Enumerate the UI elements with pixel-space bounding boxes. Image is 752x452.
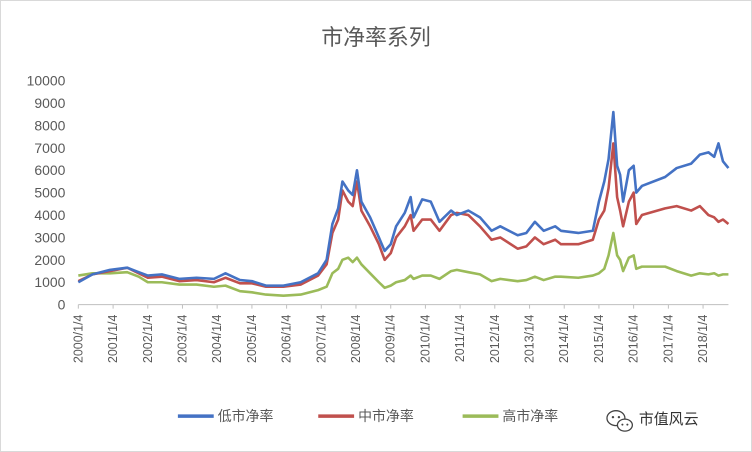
x-tick-label: 2012/1/4 (488, 315, 502, 363)
watermark-text: 市值风云 (639, 410, 699, 428)
x-tick-label: 2002/1/4 (141, 315, 155, 363)
x-tick-label: 2003/1/4 (175, 315, 189, 363)
series-line-中市净率 (77, 142, 730, 289)
x-tick-label: 2016/1/4 (627, 315, 641, 363)
y-tick-label: 10000 (27, 73, 66, 89)
y-tick-label: 2000 (34, 252, 65, 268)
watermark: 市值风云 (606, 410, 699, 432)
x-tick-label: 2004/1/4 (210, 315, 224, 363)
y-tick-label: 4000 (34, 207, 65, 223)
y-axis: 0 1000 2000 3000 4000 5000 6000 7000 8000 9000 100… (27, 73, 66, 313)
y-tick-label: 7000 (34, 140, 65, 156)
y-tick-label: 1000 (34, 274, 65, 290)
x-tick-label: 2001/1/4 (106, 315, 120, 363)
x-tick-label: 2018/1/4 (696, 315, 710, 363)
series-line-低市净率 (77, 110, 730, 287)
x-tick-label: 2010/1/4 (418, 315, 432, 363)
y-tick-label: 5000 (34, 185, 65, 201)
x-tick-label: 2006/1/4 (280, 315, 294, 363)
x-tick-label: 2013/1/4 (523, 315, 537, 363)
x-axis: 2000/1/4 2001/1/4 2002/1/4 2003/1/4 2004/1/4… (71, 304, 710, 363)
x-tick-label: 2015/1/4 (592, 315, 606, 363)
x-tick-label: 2009/1/4 (384, 315, 398, 363)
y-tick-label: 3000 (34, 229, 65, 245)
series-lines (77, 110, 730, 297)
y-tick-label: 9000 (34, 95, 65, 111)
x-tick-label: 2011/1/4 (453, 315, 467, 363)
chart-title: 市净率系列 (321, 26, 430, 51)
wechat-icon (606, 410, 634, 432)
x-tick-label: 2014/1/4 (557, 315, 571, 363)
legend-label: 高市净率 (502, 408, 558, 425)
y-tick-label: 8000 (34, 117, 65, 133)
x-tick-label: 2005/1/4 (245, 315, 259, 363)
x-tick-label: 2008/1/4 (349, 315, 363, 363)
x-tick-label: 2007/1/4 (314, 315, 328, 363)
legend-label: 中市净率 (358, 408, 414, 425)
series-line-高市净率 (78, 231, 729, 297)
y-tick-label: 0 (58, 297, 66, 313)
legend: 低市净率 中市净率 高市净率 (177, 408, 558, 425)
legend-label: 低市净率 (218, 408, 274, 425)
x-tick-label: 2017/1/4 (661, 315, 675, 363)
x-tick-label: 2000/1/4 (71, 315, 85, 363)
y-tick-label: 6000 (34, 162, 65, 178)
